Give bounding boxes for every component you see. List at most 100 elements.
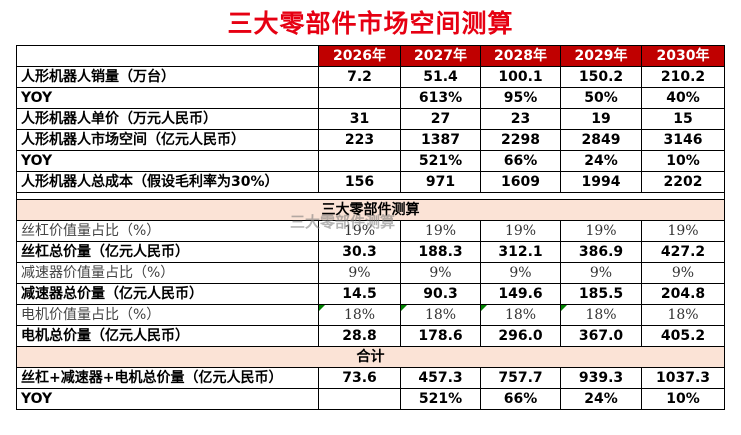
value-cell [318, 87, 401, 109]
table-row: 电机价值量占比（%） 18% 18% 18% 18% 18% [16, 304, 725, 326]
value-cell: 613% [400, 87, 481, 109]
value-cell: 19% [480, 220, 561, 242]
value-cell: 757.7 [480, 367, 561, 389]
value-cell: 19 [560, 108, 642, 130]
value-cell: 95% [480, 87, 561, 109]
row-label: YOY [16, 388, 319, 410]
table-row: YOY 613% 95% 50% 40% [16, 87, 725, 109]
value-cell: 50% [560, 87, 642, 109]
value-cell: 14.5 [318, 283, 401, 305]
value-cell: 204.8 [641, 283, 725, 305]
value-cell: 73.6 [318, 367, 401, 389]
year-header-cell: 2030年 [641, 45, 725, 67]
value-cell: 427.2 [641, 241, 725, 263]
value-cell: 51.4 [400, 66, 481, 88]
row-label: YOY [16, 87, 319, 109]
value-cell: 9% [400, 262, 481, 284]
value-cell: 19% [400, 220, 481, 242]
value-cell: 10% [641, 150, 725, 172]
table-row: 丝杠价值量占比（%） 19% 19% 19% 19% 19% [16, 220, 725, 242]
value-cell: 457.3 [400, 367, 481, 389]
value-cell: 2298 [480, 129, 561, 151]
row-label: 人形机器人市场空间（亿元人民币） [16, 129, 319, 151]
value-cell: 7.2 [318, 66, 401, 88]
value-cell: 9% [318, 262, 401, 284]
row-label: 人形机器人销量（万台） [16, 66, 319, 88]
value-cell: 210.2 [641, 66, 725, 88]
value-cell: 19% [560, 220, 642, 242]
table-row: 人形机器人销量（万台） 7.2 51.4 100.1 150.2 210.2 [16, 66, 725, 88]
value-cell: 19% [641, 220, 725, 242]
value-text: 18% [504, 306, 537, 323]
row-label: 减速器价值量占比（%） [16, 262, 319, 284]
value-cell: 386.9 [560, 241, 642, 263]
section-header-components: 三大零部件测算 [16, 199, 725, 221]
row-label: 电机价值量占比（%） [16, 304, 319, 326]
year-header-cell: 2026年 [318, 45, 401, 67]
value-cell: 1387 [400, 129, 481, 151]
value-cell: 521% [400, 150, 481, 172]
table-row: 人形机器人单价（万元人民币） 31 27 23 19 15 [16, 108, 725, 130]
page-title: 三大零部件市场空间测算 [227, 9, 514, 38]
value-cell: 2202 [641, 171, 725, 193]
table-row: 电机总价量（亿元人民币） 28.8 178.6 296.0 367.0 405.2 [16, 325, 725, 347]
value-cell: 9% [641, 262, 725, 284]
year-header-cell: 2029年 [560, 45, 642, 67]
market-space-table: 2026年 2027年 2028年 2029年 2030年 人形机器人销量（万台） 7.2 5… [16, 45, 725, 410]
value-cell: 24% [560, 150, 642, 172]
value-cell [318, 388, 401, 410]
value-cell: 1037.3 [641, 367, 725, 389]
value-cell: 2849 [560, 129, 642, 151]
table-row: YOY 521% 66% 24% 10% [16, 388, 725, 410]
header-blank-cell [16, 45, 319, 67]
value-cell: 939.3 [560, 367, 642, 389]
value-cell [318, 150, 401, 172]
value-text: 18% [343, 306, 376, 323]
value-cell: 66% [480, 388, 561, 410]
section-title: 三大零部件测算 [16, 199, 725, 221]
value-cell: 18% [641, 304, 725, 326]
value-cell: 90.3 [400, 283, 481, 305]
value-cell: 30.3 [318, 241, 401, 263]
value-cell: 156 [318, 171, 401, 193]
table-row: 减速器总价量（亿元人民币） 14.5 90.3 149.6 185.5 204.8 [16, 283, 725, 305]
row-label: 减速器总价量（亿元人民币） [16, 283, 319, 305]
spacer-cell [16, 192, 725, 200]
error-flag-icon [481, 305, 487, 311]
error-flag-icon [561, 305, 567, 311]
table-row: 人形机器人总成本（假设毛利率为30%） 156 971 1609 1994 2202 [16, 171, 725, 193]
error-flag-icon [401, 305, 407, 311]
value-cell: 185.5 [560, 283, 642, 305]
value-cell: 28.8 [318, 325, 401, 347]
value-cell: 1994 [560, 171, 642, 193]
value-cell: 296.0 [480, 325, 561, 347]
value-cell: 10% [641, 388, 725, 410]
value-text: 18% [424, 306, 457, 323]
value-text: 18% [585, 306, 617, 323]
row-label: YOY [16, 150, 319, 172]
row-label: 电机总价量（亿元人民币） [16, 325, 319, 347]
row-label: 人形机器人总成本（假设毛利率为30%） [16, 171, 319, 193]
year-header-cell: 2028年 [480, 45, 561, 67]
header-row: 2026年 2027年 2028年 2029年 2030年 [16, 45, 725, 67]
value-cell: 23 [480, 108, 561, 130]
section-header-total: 合计 [16, 346, 725, 368]
row-label: 丝杠+减速器+电机总价量（亿元人民币） [16, 367, 319, 389]
table-row: 丝杠总价量（亿元人民币） 30.3 188.3 312.1 386.9 427.2 [16, 241, 725, 263]
value-cell: 3146 [641, 129, 725, 151]
value-cell: 150.2 [560, 66, 642, 88]
value-cell: 24% [560, 388, 642, 410]
value-cell: 188.3 [400, 241, 481, 263]
table-row: 减速器价值量占比（%） 9% 9% 9% 9% 9% [16, 262, 725, 284]
value-cell: 9% [560, 262, 642, 284]
row-label: 人形机器人单价（万元人民币） [16, 108, 319, 130]
value-cell: 521% [400, 388, 481, 410]
error-flag-icon [319, 305, 325, 311]
value-cell: 971 [400, 171, 481, 193]
table-row: 人形机器人市场空间（亿元人民币） 223 1387 2298 2849 3146 [16, 129, 725, 151]
value-cell: 27 [400, 108, 481, 130]
value-cell: 18% [400, 304, 481, 326]
value-cell: 18% [318, 304, 401, 326]
year-header-cell: 2027年 [400, 45, 481, 67]
section-title: 合计 [16, 346, 725, 368]
